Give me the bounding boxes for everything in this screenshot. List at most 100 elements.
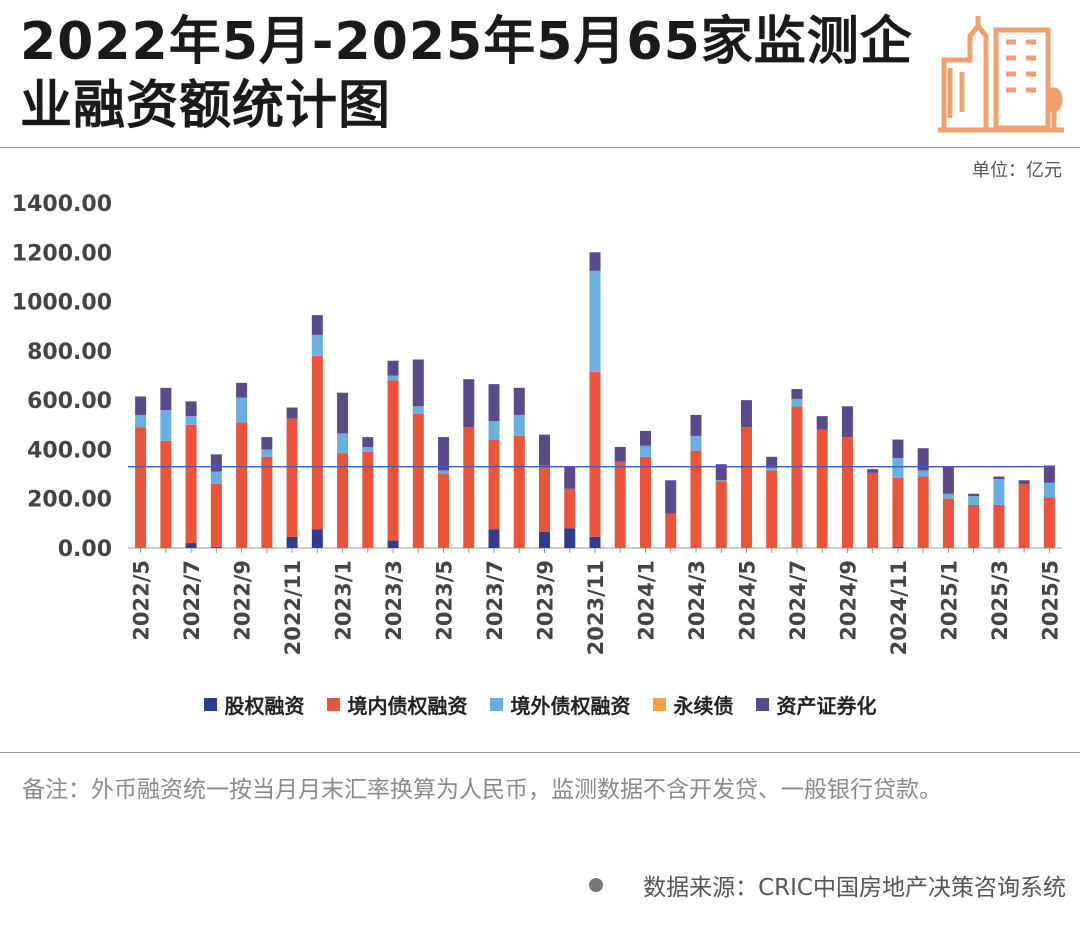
bar-segment (362, 437, 374, 447)
x-tick-label: 2023/1 (332, 560, 356, 641)
bar-segment (311, 355, 323, 530)
bar-segment (639, 430, 651, 446)
bar-segment (185, 424, 197, 544)
y-tick-label: 600.00 (27, 389, 112, 414)
bar-segment (942, 466, 954, 494)
bar-segment (841, 406, 853, 438)
bar-segment (892, 546, 904, 548)
legend-label: 境内债权融资 (347, 694, 468, 718)
x-tick-label: 2025/3 (988, 560, 1012, 641)
x-tick-label: 2025/5 (1038, 560, 1062, 641)
bar-segment (564, 488, 576, 529)
bar-segment (791, 398, 803, 407)
bar-segment (463, 379, 475, 428)
bar-segment (185, 401, 197, 417)
bar-segment (589, 270, 601, 372)
bar-segment (968, 504, 980, 548)
bar-segment (639, 445, 651, 457)
bar-segment (438, 437, 450, 471)
source-line: 数据来源：CRIC中国房地产决策咨询系统 (589, 868, 1066, 902)
bar-segment (337, 453, 349, 548)
legend-swatch (326, 698, 340, 711)
bar-segment (589, 252, 601, 271)
bar-segment (816, 429, 828, 548)
bar-segment (261, 437, 273, 450)
page-title: 2022年5月-2025年5月65家监测企业融资额统计图 (20, 12, 913, 136)
bar-segment (539, 531, 551, 548)
bar-segment (488, 421, 500, 440)
x-tick-label: 2022/9 (231, 560, 255, 641)
bar-segment (867, 472, 879, 548)
bar-segment (135, 396, 147, 415)
bar-segment (1043, 497, 1055, 548)
bar-segment (564, 528, 576, 548)
bar-segment (690, 414, 702, 436)
bar-segment (942, 498, 954, 548)
bar-segment (993, 476, 1005, 479)
bar-segment (715, 464, 727, 481)
bar-segment (665, 480, 677, 514)
bar-segment (387, 540, 399, 548)
bar-segment (993, 479, 1005, 505)
bar-segment (665, 513, 677, 548)
x-tick-label: 2024/1 (634, 560, 658, 641)
y-tick-label: 1000.00 (12, 291, 112, 316)
bar-segment (160, 440, 172, 548)
bar-segment (311, 315, 323, 335)
bar-segment (917, 470, 929, 477)
y-tick-label: 0.00 (58, 537, 112, 562)
bar-segment (892, 458, 904, 478)
bar-segment (766, 467, 778, 471)
x-tick-label: 2022/7 (180, 560, 204, 641)
chart-legend: 股权融资 境内债权融资 境外债权融资 永续债 资产证券化 (0, 690, 1080, 719)
bar-segment (740, 400, 752, 428)
x-tick-label: 2025/1 (937, 560, 961, 641)
bar-segment (917, 448, 929, 471)
x-tick-label: 2022/5 (130, 560, 154, 641)
footnote: 备注：外币融资统一按当月月末汇率换算为人民币，监测数据不含开发贷、一般银行贷款。 (22, 777, 942, 803)
bar-segment (892, 439, 904, 459)
x-tick-label: 2024/9 (836, 560, 860, 641)
legend-swatch (489, 698, 503, 711)
bar-segment (639, 456, 651, 548)
x-tick-label: 2024/7 (786, 560, 810, 641)
bar-segment (185, 543, 197, 548)
bar-segment (412, 406, 424, 414)
bar-segment (892, 477, 904, 547)
bar-segment (488, 439, 500, 530)
bar-segment (564, 466, 576, 489)
bar-segment (311, 529, 323, 548)
bar-segment (690, 450, 702, 548)
legend-label: 永续债 (673, 694, 734, 718)
bar-segment (715, 481, 727, 548)
bar-segment (412, 359, 424, 407)
bar-segment (740, 427, 752, 548)
bar-segment (968, 496, 980, 505)
bar-segment (362, 446, 374, 452)
y-tick-label: 200.00 (27, 488, 112, 513)
bar-segment (968, 493, 980, 497)
bar-segment (1043, 482, 1055, 498)
x-tick-label: 2024/11 (887, 560, 911, 655)
bar-segment (210, 483, 222, 547)
bar-segment (614, 461, 626, 548)
bar-segment (513, 435, 525, 548)
bar-segment (387, 380, 399, 541)
bar-segment (539, 465, 551, 532)
bar-segment (236, 422, 248, 548)
bar-segment (1043, 465, 1055, 483)
x-tick-label: 2023/9 (534, 560, 558, 641)
bar-segment (513, 387, 525, 415)
bar-segment (463, 427, 475, 548)
legend-item: 永续债 (652, 690, 734, 719)
y-tick-label: 800.00 (27, 340, 112, 365)
x-tick-label: 2024/5 (735, 560, 759, 641)
bar-segment (337, 433, 349, 454)
bar-segment (589, 536, 601, 548)
bar-segment (488, 529, 500, 548)
bar-segment (286, 536, 298, 548)
x-tick-label: 2023/11 (584, 560, 608, 655)
y-tick-label: 1400.00 (12, 192, 112, 217)
bar-segment (387, 375, 399, 381)
bar-segment (210, 471, 222, 484)
